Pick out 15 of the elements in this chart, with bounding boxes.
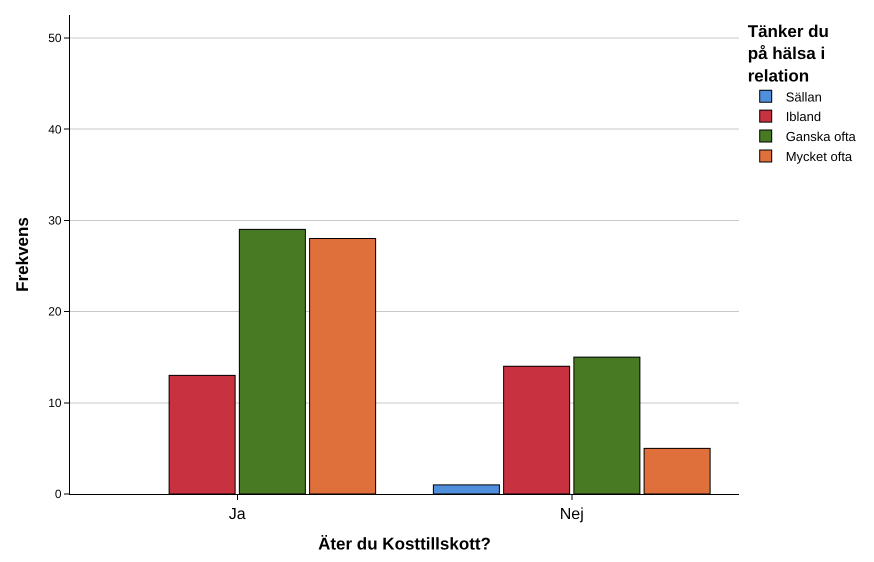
y-tick-label: 40 [48,122,62,136]
y-tick-label: 0 [54,487,62,502]
x-axis-title: Äter du Kosttillskott? [318,534,491,554]
x-tick-label: Nej [560,506,584,524]
legend-label: Ibland [786,109,822,124]
legend-title: Tänker du på hälsa i relation [748,22,829,86]
y-axis-title: Frekvens [12,217,32,292]
y-tick-label: 10 [48,396,62,410]
legend-label: Sällan [786,89,822,104]
y-tick-label: 20 [48,304,62,319]
legend-label: Mycket ofta [786,149,853,164]
y-tick-label: 50 [48,31,62,46]
legend-label: Ganska ofta [786,129,857,144]
x-tick-label: Ja [228,506,246,524]
y-tick-label: 30 [48,213,62,228]
